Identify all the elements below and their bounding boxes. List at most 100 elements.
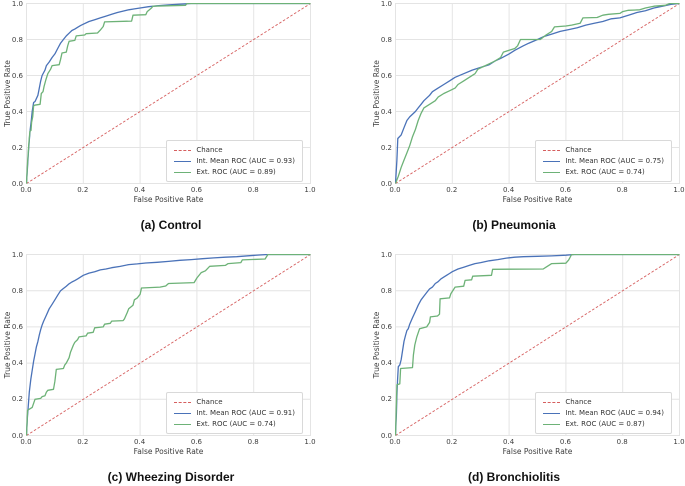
x-tick-label: 0.4: [503, 186, 515, 194]
chance-line: [395, 3, 680, 184]
y-tick-label: 0.6: [11, 71, 23, 80]
x-tick-label: 0.0: [389, 186, 401, 194]
y-tick-label: 0.4: [380, 359, 392, 368]
legend-label: Ext. ROC (AUC = 0.89): [196, 167, 276, 176]
legend: Chance Int. Mean ROC (AUC = 0.91) Ext. ROC…: [166, 392, 303, 434]
legend-item-ext-roc: Ext. ROC (AUC = 0.74): [174, 419, 295, 429]
int-mean-roc-swatch-icon: [543, 160, 561, 162]
subplot-control: True Positive Rate False Positive Rate C…: [0, 0, 342, 243]
subplot-caption: (a) Control: [140, 218, 202, 232]
x-tick-label: 0.8: [616, 438, 628, 446]
y-tick-label: 0.0: [11, 179, 23, 188]
x-tick-label: 0.2: [77, 438, 89, 446]
y-tick-label: 1.0: [11, 0, 23, 8]
int-mean-roc-swatch-icon: [174, 160, 192, 162]
legend: Chance Int. Mean ROC (AUC = 0.94) Ext. ROC…: [535, 392, 672, 434]
gridlines: [26, 3, 311, 184]
x-tick-label: 0.2: [77, 186, 89, 194]
y-tick-label: 0.2: [380, 143, 392, 152]
x-axis-label: False Positive Rate: [133, 195, 204, 204]
x-tick-label: 0.0: [389, 438, 401, 446]
x-tick-label: 0.0: [20, 438, 32, 446]
int-mean-roc-swatch-icon: [543, 412, 561, 414]
y-tick-label: 0.2: [380, 395, 392, 404]
y-tick-label: 0.8: [11, 286, 23, 295]
x-tick-label: 0.4: [134, 438, 146, 446]
x-tick-label: 0.2: [446, 438, 458, 446]
y-tick-label: 0.4: [380, 107, 392, 116]
int-mean-roc-line: [26, 254, 311, 436]
legend-item-ext-roc: Ext. ROC (AUC = 0.74): [543, 167, 664, 177]
x-tick-label: 1.0: [304, 186, 316, 194]
x-tick-label: 0.0: [20, 186, 32, 194]
y-tick-label: 0.0: [11, 431, 23, 440]
y-tick-label: 0.8: [11, 35, 23, 44]
legend-label: Ext. ROC (AUC = 0.74): [196, 419, 276, 428]
x-tick-label: 0.4: [503, 438, 515, 446]
y-tick-label: 0.4: [11, 107, 23, 116]
x-axis-label: False Positive Rate: [502, 447, 573, 456]
roc-plot-area: [26, 254, 311, 436]
y-tick-label: 0.6: [380, 71, 392, 80]
int-mean-roc-line: [395, 254, 680, 436]
chance-swatch-icon: [174, 401, 192, 403]
x-tick-label: 0.6: [190, 186, 202, 194]
x-tick-label: 0.8: [247, 438, 259, 446]
x-tick-label: 0.8: [616, 186, 628, 194]
legend-label: Ext. ROC (AUC = 0.87): [565, 419, 645, 428]
chance-line: [26, 3, 311, 184]
chance-swatch-icon: [174, 149, 192, 151]
x-tick-label: 0.8: [247, 186, 259, 194]
legend-item-chance: Chance: [543, 397, 664, 407]
ext-roc-line: [395, 254, 680, 436]
y-axis-label: True Positive Rate: [3, 311, 12, 379]
legend-item-chance: Chance: [174, 397, 295, 407]
int-mean-roc-swatch-icon: [174, 412, 192, 414]
y-tick-label: 0.0: [380, 179, 392, 188]
legend-label: Int. Mean ROC (AUC = 0.93): [196, 156, 295, 165]
subplot-caption: (c) Wheezing Disorder: [107, 470, 235, 484]
int-mean-roc-line: [395, 3, 680, 184]
legend-item-int-mean-roc: Int. Mean ROC (AUC = 0.75): [543, 156, 664, 166]
legend-item-int-mean-roc: Int. Mean ROC (AUC = 0.93): [174, 156, 295, 166]
legend-label: Chance: [196, 397, 223, 406]
x-tick-label: 1.0: [673, 438, 685, 446]
y-tick-label: 0.6: [11, 322, 23, 331]
y-tick-label: 0.4: [11, 359, 23, 368]
ext-roc-swatch-icon: [543, 423, 561, 425]
chance-line: [26, 254, 311, 436]
legend-item-chance: Chance: [174, 145, 295, 155]
ext-roc-line: [26, 254, 311, 436]
y-axis-label: True Positive Rate: [372, 60, 381, 127]
y-tick-label: 0.8: [380, 35, 392, 44]
x-tick-label: 0.2: [446, 186, 458, 194]
y-tick-label: 0.2: [11, 395, 23, 404]
ext-roc-swatch-icon: [174, 423, 192, 425]
legend-item-int-mean-roc: Int. Mean ROC (AUC = 0.94): [543, 408, 664, 418]
y-tick-label: 1.0: [380, 0, 392, 8]
y-tick-label: 0.8: [380, 286, 392, 295]
subplot-pneumonia: True Positive Rate False Positive Rate C…: [343, 0, 685, 243]
chance-swatch-icon: [543, 149, 561, 151]
y-tick-label: 0.6: [380, 322, 392, 331]
int-mean-roc-line: [26, 3, 311, 184]
legend-item-ext-roc: Ext. ROC (AUC = 0.89): [174, 167, 295, 177]
legend-item-int-mean-roc: Int. Mean ROC (AUC = 0.91): [174, 408, 295, 418]
legend: Chance Int. Mean ROC (AUC = 0.93) Ext. ROC…: [166, 140, 303, 182]
subplot-wheezing-disorder: True Positive Rate False Positive Rate C…: [0, 243, 342, 486]
legend: Chance Int. Mean ROC (AUC = 0.75) Ext. ROC…: [535, 140, 672, 182]
ext-roc-line: [395, 3, 680, 184]
ext-roc-line: [26, 3, 311, 184]
legend-item-ext-roc: Ext. ROC (AUC = 0.87): [543, 419, 664, 429]
ext-roc-swatch-icon: [543, 171, 561, 173]
legend-label: Ext. ROC (AUC = 0.74): [565, 167, 645, 176]
x-tick-label: 1.0: [673, 186, 685, 194]
x-axis-label: False Positive Rate: [502, 195, 573, 204]
x-tick-label: 0.6: [559, 186, 571, 194]
y-axis-label: True Positive Rate: [372, 311, 381, 379]
x-tick-label: 0.6: [190, 438, 202, 446]
x-axis-label: False Positive Rate: [133, 447, 204, 456]
legend-label: Chance: [565, 145, 592, 154]
x-tick-label: 0.4: [134, 186, 146, 194]
